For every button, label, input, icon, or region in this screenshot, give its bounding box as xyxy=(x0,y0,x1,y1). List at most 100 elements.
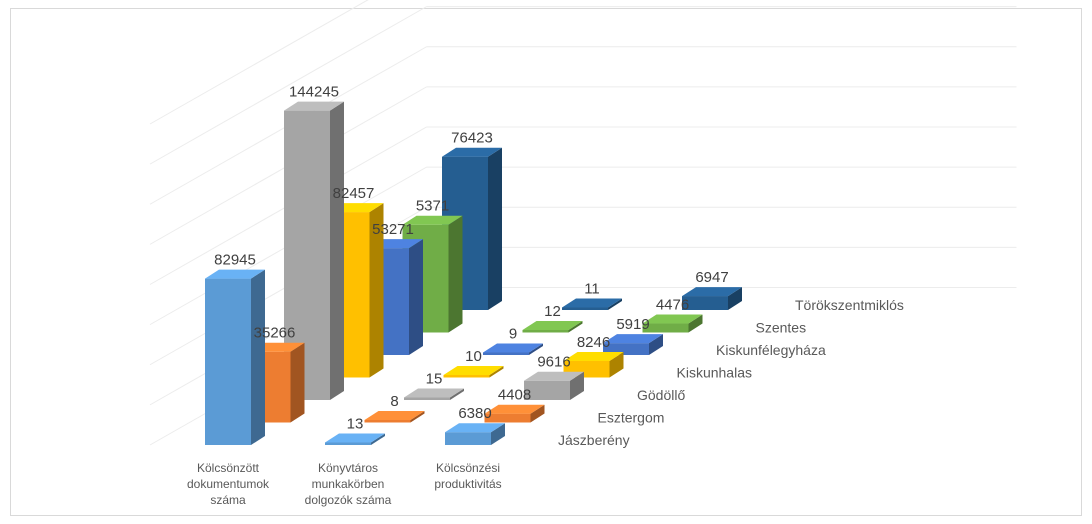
bar-front xyxy=(325,442,371,445)
bar-side xyxy=(529,343,543,355)
bar-top xyxy=(562,298,622,308)
data-label: 8 xyxy=(390,393,398,410)
series-label: Jászberény xyxy=(558,432,630,448)
bar xyxy=(682,287,742,310)
series-label: Kiskunfélegyháza xyxy=(716,342,826,358)
bar-front xyxy=(443,375,490,378)
bar xyxy=(445,423,505,445)
bars xyxy=(205,101,742,445)
bar xyxy=(404,388,464,400)
data-label: 8246 xyxy=(577,334,610,351)
series-label: Kiskunhalas xyxy=(677,365,753,381)
bar-front xyxy=(364,420,411,423)
bar-top xyxy=(483,343,543,353)
bar-top xyxy=(524,371,584,381)
data-label: 4408 xyxy=(498,387,531,404)
bar-top xyxy=(284,101,344,111)
category-label-line: Könyvtáros xyxy=(318,461,378,475)
series-label: Gödöllő xyxy=(637,387,685,403)
bar-side xyxy=(488,147,502,310)
data-labels: 76423 11 6947 5371 12 4476 53271 9 5919 82457 10 82… xyxy=(214,84,729,433)
bar-front xyxy=(562,307,608,310)
bar-top xyxy=(402,215,463,225)
bar-front xyxy=(445,432,491,445)
bar xyxy=(205,269,265,445)
bar-top xyxy=(325,433,385,443)
bar xyxy=(603,334,663,355)
bar-top xyxy=(404,388,464,398)
bar-front xyxy=(642,323,689,333)
bar-side xyxy=(371,433,385,445)
category-label-line: száma xyxy=(210,493,246,507)
data-label: 13 xyxy=(347,416,364,433)
category-label-line: dolgozók száma xyxy=(305,493,392,507)
bar-side xyxy=(570,371,584,400)
bar xyxy=(484,404,545,423)
bar-side xyxy=(609,352,624,378)
data-label: 35266 xyxy=(254,325,296,342)
category-label: Kölcsönzési produktivitás xyxy=(434,461,501,491)
bar-side xyxy=(410,411,425,423)
bar xyxy=(483,343,543,355)
series-label: Esztergom xyxy=(598,410,665,426)
category-label-line: dokumentumok xyxy=(187,477,270,491)
data-label: 6380 xyxy=(458,405,491,422)
bar-front xyxy=(205,278,251,445)
data-label: 53271 xyxy=(372,221,414,238)
category-label: Könyvtáros munkakörben dolgozók száma xyxy=(305,461,392,507)
bar-side xyxy=(290,342,305,423)
data-label: 12 xyxy=(544,303,561,320)
bar-front xyxy=(522,330,569,333)
bar-front xyxy=(603,343,649,355)
data-label: 9616 xyxy=(537,354,570,371)
data-label: 4476 xyxy=(656,297,689,314)
bar xyxy=(562,298,622,310)
series-label: Törökszentmiklós xyxy=(795,297,904,313)
data-label: 82945 xyxy=(214,252,256,269)
bar-front xyxy=(483,352,529,355)
bar-side xyxy=(649,334,663,355)
data-label: 6947 xyxy=(695,269,728,286)
gridline-side xyxy=(149,0,369,125)
data-label: 144245 xyxy=(289,84,339,101)
category-label-line: Kölcsönzött xyxy=(197,461,260,475)
bar-side xyxy=(608,298,622,310)
data-label: 9 xyxy=(509,326,517,343)
bar-side xyxy=(568,321,583,333)
bar-side xyxy=(530,404,545,423)
category-label-line: produktivitás xyxy=(434,477,501,491)
bar-top xyxy=(642,314,703,324)
bar-side xyxy=(491,423,505,445)
bar-front xyxy=(682,296,728,310)
data-label: 5371 xyxy=(416,198,449,215)
bar-top xyxy=(443,366,504,375)
bar-top xyxy=(442,147,502,157)
bar xyxy=(364,411,425,423)
series-labels: Jászberény Esztergom Gödöllő Kiskunhalas Kis… xyxy=(558,297,904,448)
bar-top xyxy=(364,411,425,420)
bar-side xyxy=(489,366,504,378)
bar xyxy=(325,433,385,445)
bar-top xyxy=(445,423,505,433)
gridline-side xyxy=(149,6,427,165)
data-label: 82457 xyxy=(333,185,375,202)
bar-top xyxy=(682,287,742,297)
data-label: 5919 xyxy=(616,316,649,333)
bar-side xyxy=(450,388,464,400)
bar xyxy=(522,321,583,333)
bar-side xyxy=(448,215,463,333)
category-label-line: munkakörben xyxy=(312,477,385,491)
bar-side xyxy=(688,314,703,333)
bar-top xyxy=(603,334,663,344)
bar-side xyxy=(409,239,423,355)
bar-front xyxy=(524,380,570,400)
bar xyxy=(642,314,703,333)
category-label-line: Kölcsönzési xyxy=(436,461,500,475)
series-label: Szentes xyxy=(756,320,807,336)
bar-top xyxy=(205,269,265,279)
bar xyxy=(443,366,504,378)
category-labels: Kölcsönzött dokumentumok száma Könyvtáros mu… xyxy=(187,461,502,507)
data-label: 15 xyxy=(426,371,443,388)
bar-front xyxy=(404,397,450,400)
